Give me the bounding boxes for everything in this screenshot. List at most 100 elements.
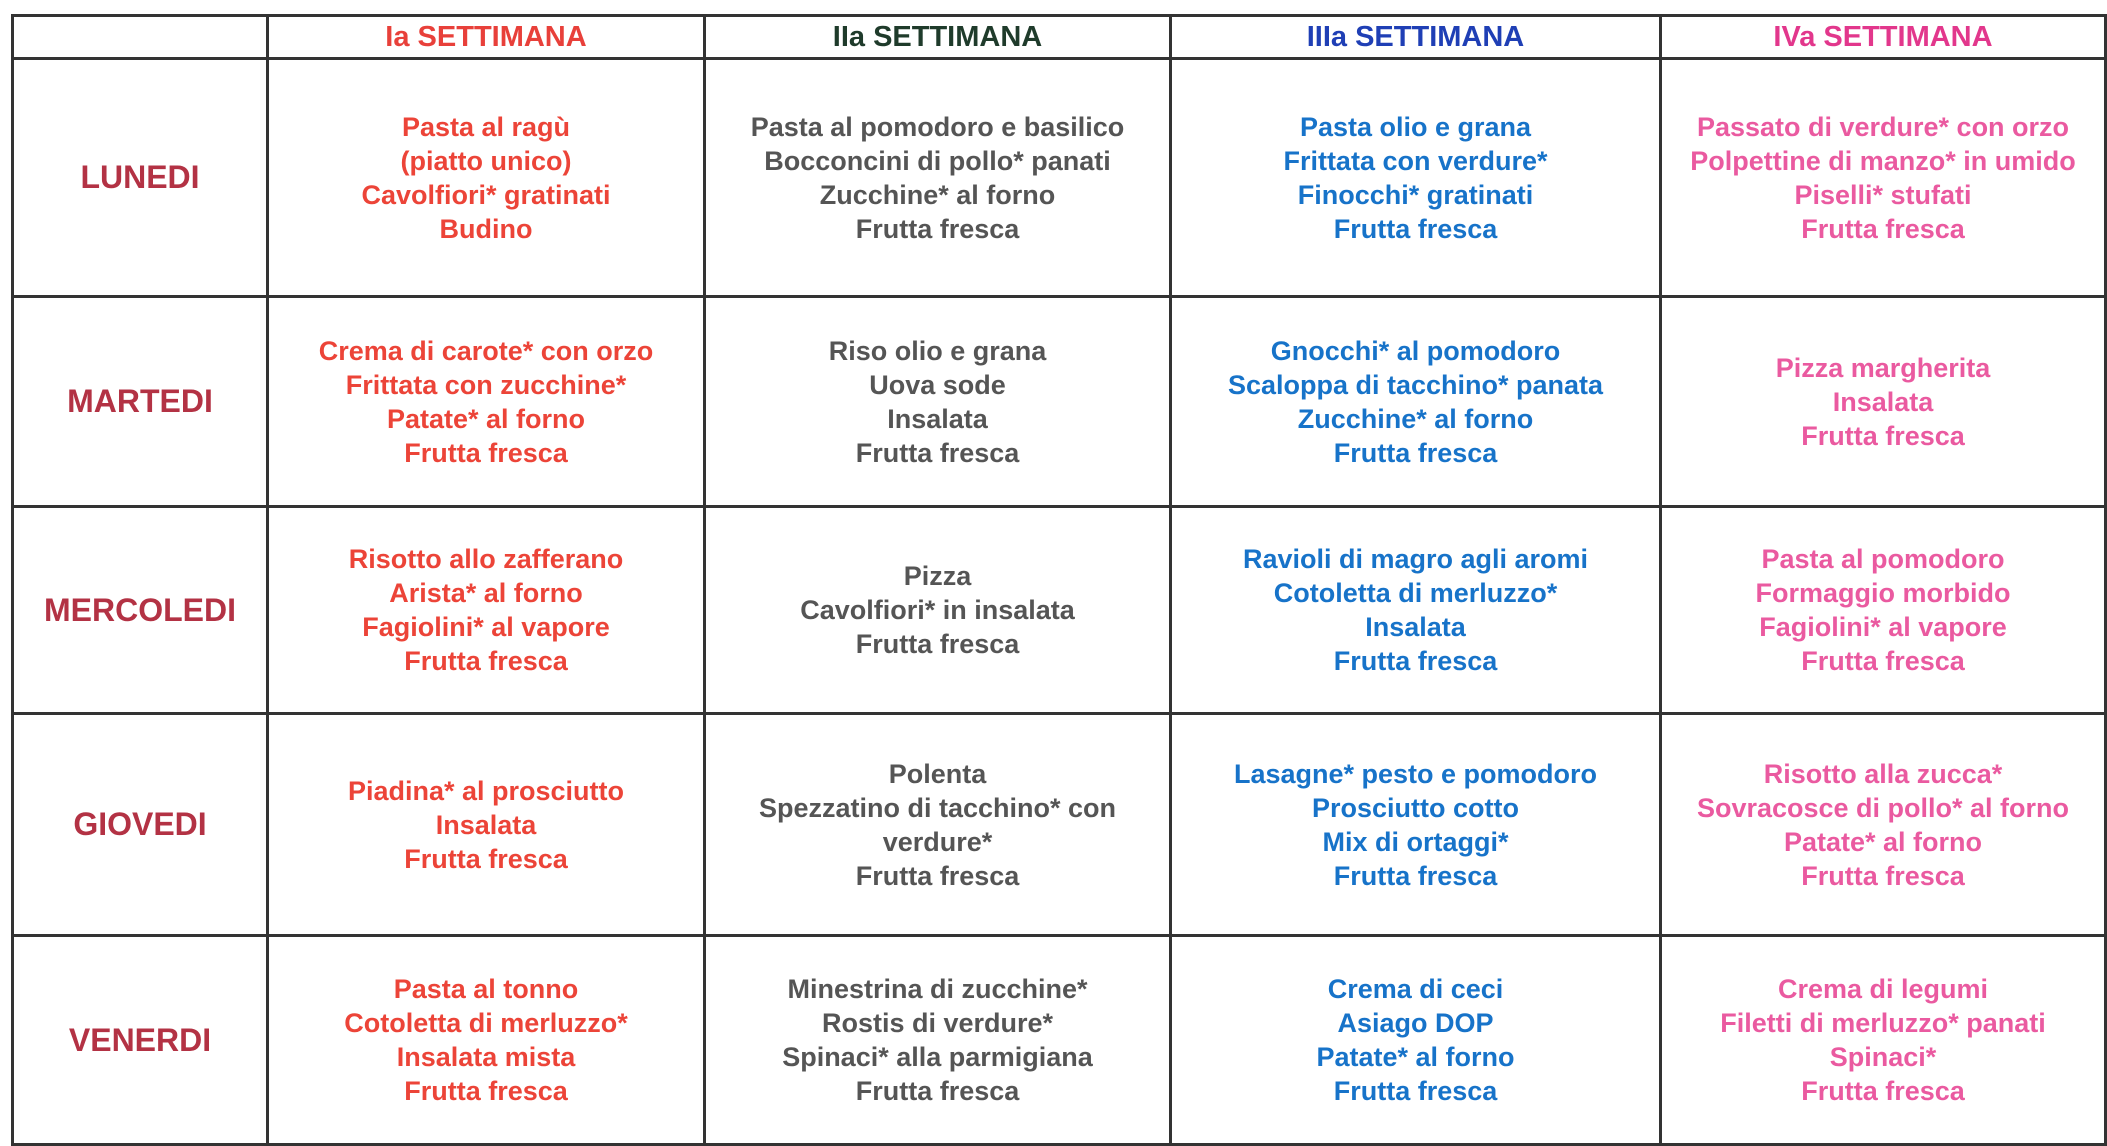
menu-item: Mix di ortaggi* bbox=[1322, 826, 1509, 857]
menu-item: Zucchine* al forno bbox=[819, 179, 1056, 210]
day-label: VENERDI bbox=[11, 937, 269, 1146]
menu-item: Pasta olio e grana bbox=[1299, 111, 1532, 142]
menu-item: Crema di ceci bbox=[1327, 974, 1504, 1004]
menu-item: Scaloppa di tacchino* panata bbox=[1227, 369, 1604, 400]
menu-item: Risotto allo zafferano bbox=[348, 544, 624, 574]
day-label: MERCOLEDI bbox=[11, 508, 269, 715]
menu-item: Crema di legumi bbox=[1777, 974, 1989, 1004]
menu-item: Cotoletta di merluzzo* bbox=[344, 1008, 628, 1038]
menu-item: Passato di verdure* con orzo bbox=[1696, 111, 2070, 142]
menu-item: Rostis di verdure* bbox=[821, 1008, 1054, 1038]
menu-item: Frutta fresca bbox=[404, 1076, 568, 1106]
menu-item: Spinaci* bbox=[1829, 1042, 1937, 1072]
menu-item: Sovracosce di pollo* al forno bbox=[1696, 792, 2070, 823]
menu-cell: Minestrina di zucchine* Rostis di verdure… bbox=[706, 937, 1172, 1146]
menu-item: Filetti di merluzzo* panati bbox=[1720, 1008, 2046, 1038]
menu-cell: Risotto alla zucca* Sovracosce di pollo* … bbox=[1662, 715, 2107, 937]
menu-item: Frutta fresca bbox=[1801, 1076, 1965, 1106]
menu-item: Uova sode bbox=[869, 369, 1006, 400]
menu-item: Frutta fresca bbox=[1801, 213, 1965, 244]
menu-item: Fagiolini* al vapore bbox=[362, 612, 610, 642]
menu-item: Patate* al forno bbox=[1783, 826, 1983, 857]
menu-cell: Gnocchi* al pomodoro Scaloppa di tacchino… bbox=[1172, 298, 1662, 508]
menu-item: Frittata con zucchine* bbox=[345, 369, 627, 400]
menu-item: Lasagne* pesto e pomodoro bbox=[1233, 758, 1598, 789]
menu-item: Frutta fresca bbox=[855, 437, 1020, 468]
menu-cell: Pasta al pomodoro e basilico Bocconcini d… bbox=[706, 60, 1172, 298]
menu-item: Polpettine di manzo* in umido bbox=[1690, 145, 2076, 176]
menu-item: (piatto unico) bbox=[400, 145, 572, 176]
menu-item: Arista* al forno bbox=[389, 578, 583, 608]
week-header: Ia SETTIMANA bbox=[269, 14, 706, 60]
menu-item: Frutta fresca bbox=[1333, 437, 1498, 468]
menu-item: Insalata bbox=[1365, 612, 1466, 642]
menu-item: Frutta fresca bbox=[404, 437, 568, 468]
menu-item: Risotto alla zucca* bbox=[1763, 758, 2003, 789]
menu-cell: Risotto allo zafferano Arista* al forno Fa… bbox=[269, 508, 706, 715]
menu-item: Cavolfiori* in insalata bbox=[800, 595, 1075, 625]
menu-item: Frutta fresca bbox=[1333, 1076, 1498, 1106]
menu-cell: Pasta al tonno Cotoletta di merluzzo* Insa… bbox=[269, 937, 706, 1146]
menu-item: Patate* al forno bbox=[386, 403, 586, 434]
menu-item: Pizza margherita bbox=[1775, 352, 1991, 383]
menu-item: Ravioli di magro agli aromi bbox=[1242, 544, 1589, 574]
menu-item: Piadina* al prosciutto bbox=[347, 775, 625, 806]
menu-cell: Ravioli di magro agli aromi Cotoletta di … bbox=[1172, 508, 1662, 715]
day-label: MARTEDI bbox=[11, 298, 269, 508]
menu-item: Riso olio e grana bbox=[828, 335, 1047, 366]
menu-cell: Polenta Spezzatino di tacchino* con verdur… bbox=[706, 715, 1172, 937]
week-header: IVa SETTIMANA bbox=[1662, 14, 2107, 60]
menu-item: Pasta al ragù bbox=[401, 111, 571, 142]
menu-item: Frutta fresca bbox=[1801, 420, 1965, 451]
menu-cell: Passato di verdure* con orzo Polpettine d… bbox=[1662, 60, 2107, 298]
menu-item: Asiago DOP bbox=[1337, 1008, 1494, 1038]
menu-item: Frutta fresca bbox=[1801, 860, 1965, 891]
menu-item: Pasta al tonno bbox=[393, 974, 579, 1004]
menu-item: Prosciutto cotto bbox=[1312, 792, 1519, 823]
menu-item: Gnocchi* al pomodoro bbox=[1270, 335, 1561, 366]
menu-item: Frittata con verdure* bbox=[1283, 145, 1548, 176]
menu-item: Patate* al forno bbox=[1316, 1042, 1515, 1072]
menu-item: Spezzatino di tacchino* con bbox=[758, 792, 1117, 823]
menu-item: Bocconcini di pollo* panati bbox=[764, 145, 1111, 176]
menu-item: Frutta fresca bbox=[404, 646, 568, 676]
day-label: GIOVEDI bbox=[11, 715, 269, 937]
menu-item: Frutta fresca bbox=[855, 1076, 1020, 1106]
menu-item: Frutta fresca bbox=[1801, 646, 1965, 676]
menu-item: Insalata bbox=[887, 403, 988, 434]
menu-item: Frutta fresca bbox=[1333, 213, 1498, 244]
menu-cell: Riso olio e grana Uova sode Insalata Frutta… bbox=[706, 298, 1172, 508]
menu-cell: Pasta olio e grana Frittata con verdure* F… bbox=[1172, 60, 1662, 298]
menu-cell: Pasta al ragù (piatto unico) Cavolfiori* g… bbox=[269, 60, 706, 298]
menu-item: Insalata bbox=[1832, 386, 1934, 417]
menu-cell: Piadina* al prosciutto Insalata Frutta fre… bbox=[269, 715, 706, 937]
menu-cell: Pasta al pomodoro Formaggio morbido Fagiol… bbox=[1662, 508, 2107, 715]
menu-item: Insalata mista bbox=[396, 1042, 576, 1072]
menu-item: Cavolfiori* gratinati bbox=[361, 179, 611, 210]
menu-cell: Crema di carote* con orzo Frittata con zu… bbox=[269, 298, 706, 508]
menu-item: Finocchi* gratinati bbox=[1297, 179, 1534, 210]
menu-item: Polenta bbox=[888, 758, 987, 789]
corner-cell bbox=[11, 14, 269, 60]
menu-item: Frutta fresca bbox=[855, 629, 1020, 659]
menu-item: Frutta fresca bbox=[1333, 860, 1498, 891]
week-header: IIa SETTIMANA bbox=[706, 14, 1172, 60]
menu-item: Crema di carote* con orzo bbox=[318, 335, 654, 366]
menu-item: Pizza bbox=[903, 561, 972, 591]
menu-item: Formaggio morbido bbox=[1755, 578, 2011, 608]
menu-item: Zucchine* al forno bbox=[1297, 403, 1534, 434]
menu-cell: Crema di ceci Asiago DOP Patate* al forno F… bbox=[1172, 937, 1662, 1146]
menu-cell: Pizza margherita Insalata Frutta fresca bbox=[1662, 298, 2107, 508]
menu-cell: Pizza Cavolfiori* in insalata Frutta fresc… bbox=[706, 508, 1172, 715]
menu-item: Insalata bbox=[435, 809, 537, 840]
menu-item: Minestrina di zucchine* bbox=[787, 974, 1088, 1004]
week-header: IIIa SETTIMANA bbox=[1172, 14, 1662, 60]
menu-item: Frutta fresca bbox=[855, 860, 1020, 891]
menu-item: Budino bbox=[439, 213, 533, 244]
menu-item: verdure* bbox=[882, 826, 993, 857]
menu-cell: Lasagne* pesto e pomodoro Prosciutto cott… bbox=[1172, 715, 1662, 937]
day-label: LUNEDI bbox=[11, 60, 269, 298]
menu-cell: Crema di legumi Filetti di merluzzo* pana… bbox=[1662, 937, 2107, 1146]
menu-item: Cotoletta di merluzzo* bbox=[1273, 578, 1558, 608]
